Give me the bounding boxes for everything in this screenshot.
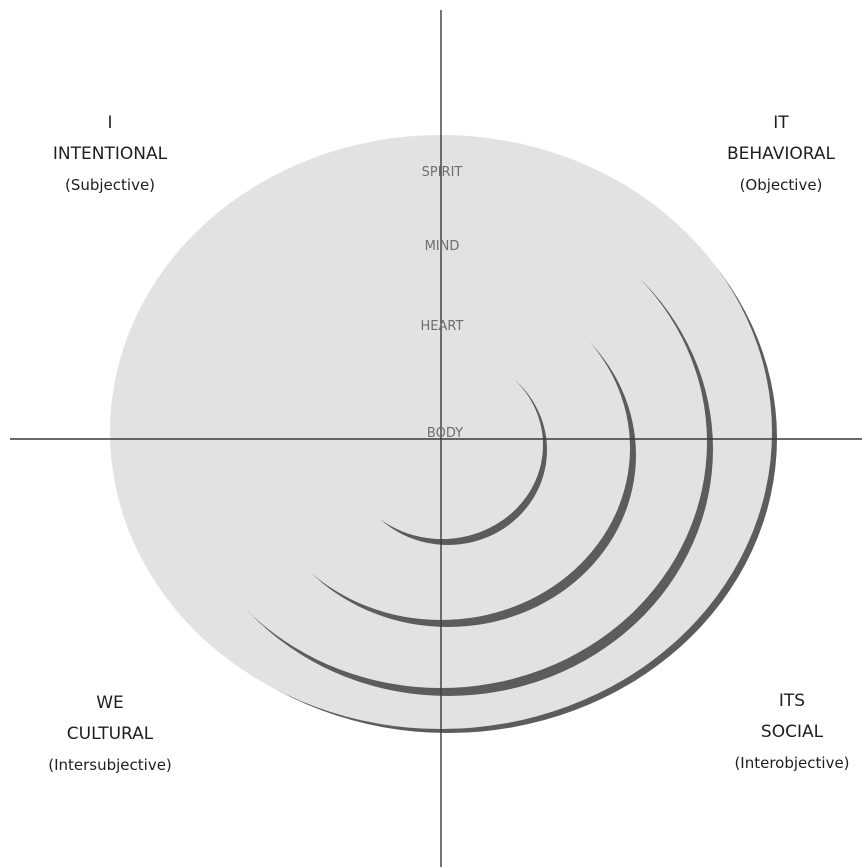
- quadrant-pronoun: WE: [96, 693, 124, 713]
- quadrant-qualifier: (Intersubjective): [48, 756, 172, 774]
- quadrant-label-lower-right: ITS SOCIAL (Interobjective): [672, 686, 862, 779]
- quadrant-qualifier: (Interobjective): [734, 754, 850, 772]
- ring-label-body: BODY: [427, 426, 463, 441]
- ring-label-spirit: SPIRIT: [422, 165, 463, 180]
- quadrant-label-upper-left: I INTENTIONAL (Subjective): [0, 108, 230, 201]
- quadrant-label-lower-left: WE CULTURAL (Intersubjective): [0, 688, 230, 781]
- quadrant-label-upper-right: IT BEHAVIORAL (Objective): [661, 108, 862, 201]
- quadrant-name: INTENTIONAL: [52, 144, 168, 164]
- quadrant-qualifier: (Subjective): [64, 176, 156, 194]
- quadrant-name: CULTURAL: [66, 724, 154, 744]
- quadrant-qualifier: (Objective): [739, 176, 823, 194]
- quadrant-pronoun: ITS: [778, 691, 806, 711]
- ring-label-mind: MIND: [425, 239, 460, 254]
- ring-label-heart: HEART: [421, 319, 464, 334]
- quadrant-name: SOCIAL: [760, 722, 824, 742]
- quadrant-name: BEHAVIORAL: [727, 144, 835, 164]
- quadrant-pronoun: I: [107, 113, 113, 133]
- ring-body: [341, 351, 543, 539]
- quadrant-pronoun: IT: [773, 113, 789, 133]
